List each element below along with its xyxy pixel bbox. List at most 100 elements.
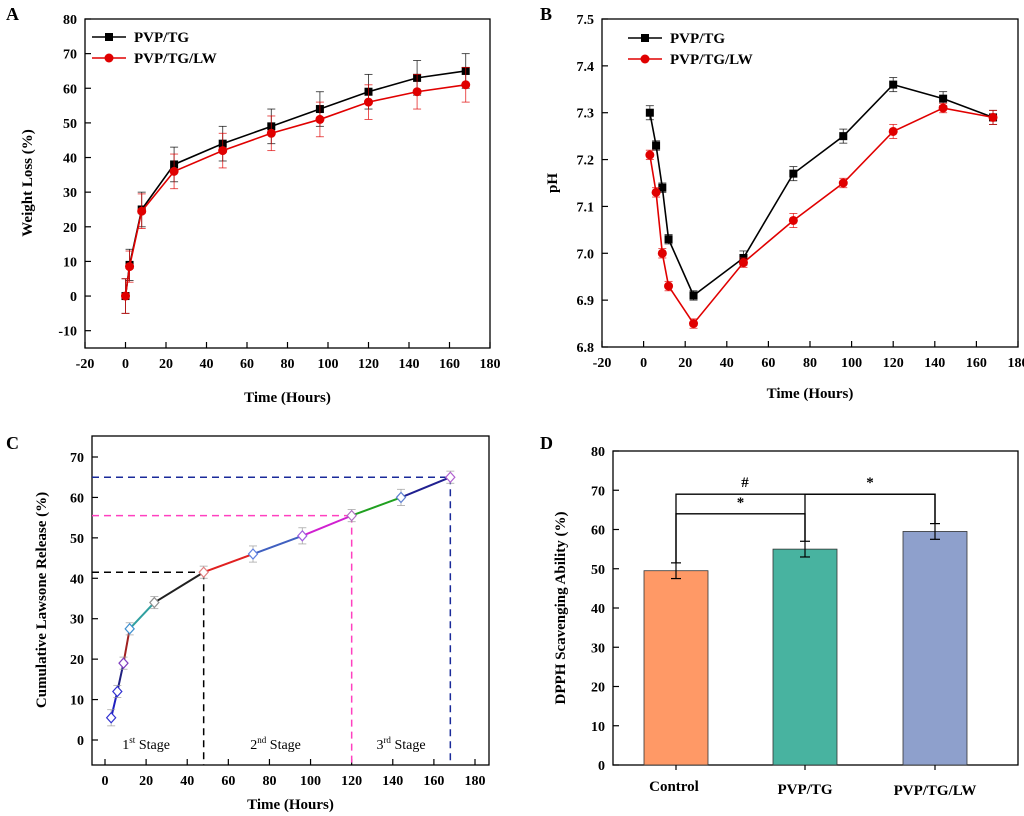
x-tick-label-A: 80 [281,357,295,372]
y-tick-label-C: 30 [70,613,84,628]
x-tick-label-B: 0 [640,356,647,371]
data-point-2 [461,80,471,90]
x-tick-label-A: 140 [399,357,420,372]
y-tick-label-C: 50 [70,532,84,547]
y-axis-title-C: Cumulative Lawsone Release (%) [34,492,50,708]
release-curve-segment [400,476,451,499]
data-point-diamond [124,622,135,635]
y-tick-label-A: 0 [70,290,77,305]
x-tick-label-C: 80 [262,774,276,789]
data-point-2 [938,103,948,113]
x-tick-label-B: 60 [761,356,775,371]
data-point-2 [364,97,373,107]
data-point-1 [689,291,698,300]
data-point-diamond [112,685,123,698]
x-tick-label-B: 100 [841,356,862,371]
significance-bracket-3 [804,493,936,542]
significance-symbol-3: * [866,475,874,491]
data-point-2 [266,128,276,138]
data-point-diamond [346,509,357,522]
data-point-2 [121,291,130,301]
data-point-diamond [395,491,407,504]
y-tick-label-A: 20 [63,221,77,236]
x-tick-label-A: 40 [200,357,214,372]
panel-a-weight-loss-chart: A -20 0 20 40 60 80 100 120 140 160 180 -10 0 10 20 30 40… [6,4,501,406]
x-tick-label-B: 80 [803,356,817,371]
x-tick-label-C: 180 [465,774,486,789]
y-tick-label-D: 10 [591,720,605,735]
data-point-1 [664,235,673,244]
panel-c-lawsone-release-chart: C 0 20 40 60 80 100 120 140 160 180 0 10 20 30 40 50 60 70… [6,433,490,813]
y-tick-label-D: 0 [598,759,605,774]
x-tick-label-A: -20 [76,357,95,372]
data-point-2 [888,126,898,136]
y-tick-label-C: 10 [70,694,84,709]
release-curve-segment [128,601,156,630]
data-point-2 [788,215,798,225]
x-tick-label-B: 20 [678,356,692,371]
legend-label-2: PVP/TG/LW [134,51,217,67]
y-tick-label-B: 6.9 [577,294,595,309]
bar-2 [772,548,838,766]
y-tick-label-A: 40 [63,152,77,167]
bar-3 [902,531,968,766]
x-tick-label-A: 0 [122,357,129,372]
data-point-2 [689,319,699,329]
y-tick-label-D: 70 [591,484,605,499]
y-axis-title-A: Weight Loss (%) [20,129,36,237]
x-category-label: PVP/TG [778,782,833,798]
stage-label-1: 1st Stage [122,735,170,753]
data-point-1 [789,169,798,178]
significance-symbol-2: # [741,475,749,491]
legend-label-1: PVP/TG [670,31,725,47]
x-axis-title-B: Time (Hours) [767,386,854,402]
legend-label-2: PVP/TG/LW [670,52,753,68]
data-point-diamond [297,529,308,542]
y-tick-label-C: 70 [70,451,84,466]
x-tick-label-C: 100 [300,774,321,789]
y-tick-label-A: 30 [63,186,77,201]
y-tick-label-D: 50 [591,563,605,578]
x-tick-label-A: 120 [358,357,379,372]
data-point-diamond [105,711,117,724]
x-tick-label-C: 40 [180,774,194,789]
y-tick-label-D: 30 [591,641,605,656]
y-tick-label-C: 0 [77,734,84,749]
y-tick-label-B: 7.3 [577,107,595,122]
legend-marker-1 [105,33,113,41]
y-axis-title-B: pH [545,173,561,193]
release-curve-segment [122,628,131,664]
release-curve-segment [203,553,254,574]
data-point-1 [645,108,654,117]
x-tick-label-B: 160 [966,356,987,371]
data-point-1 [652,141,661,150]
x-tick-label-B: -20 [593,356,612,371]
x-tick-label-A: 60 [240,357,254,372]
x-tick-label-B: 140 [924,356,945,371]
data-point-2 [645,150,655,160]
x-tick-label-B: 120 [883,356,904,371]
panel-b-ph-chart: B -20 0 20 40 60 80 100 120 140 160 180 6.8 6.9 7.0 7.1… [540,4,1024,402]
series-line-1 [124,70,466,297]
y-tick-label-D: 40 [591,602,605,617]
data-point-diamond [149,596,160,609]
series-line-2 [649,107,994,325]
y-tick-label-C: 60 [70,491,84,506]
series-line-2 [124,84,466,297]
stage-label-2: 2nd Stage [250,735,301,753]
y-tick-label-A: 80 [63,13,77,28]
x-axis-title-A: Time (Hours) [244,390,331,406]
plot-frame-A [84,18,491,349]
x-tick-label-C: 60 [221,774,235,789]
x-tick-label-C: 160 [423,774,444,789]
plot-frame-C [91,435,490,766]
panel-label: C [6,433,19,453]
x-tick-label-C: 0 [102,774,109,789]
data-point-diamond [445,471,456,484]
stage-label-3: 3rd Stage [376,735,425,753]
y-tick-label-D: 60 [591,524,605,539]
release-curve-segment [153,571,205,604]
y-tick-label-B: 7.5 [577,13,595,28]
y-tick-label-D: 20 [591,681,605,696]
data-point-2 [664,281,674,291]
